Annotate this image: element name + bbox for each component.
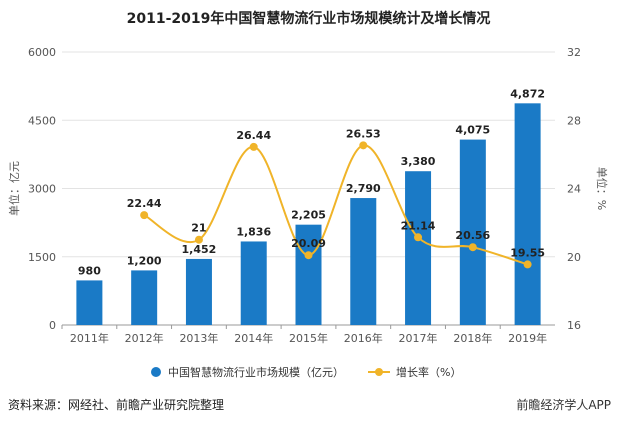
bar-data-label: 1,452 bbox=[182, 243, 217, 256]
x-tick-label: 2011年 bbox=[70, 331, 109, 345]
bar bbox=[405, 171, 432, 325]
y2-tick-label: 16 bbox=[567, 319, 581, 332]
bar-data-label: 2,205 bbox=[291, 209, 326, 222]
line-point bbox=[249, 142, 258, 151]
y-tick-label: 6000 bbox=[28, 46, 56, 59]
y-tick-label: 0 bbox=[49, 319, 56, 332]
y-axis-label: 单位：亿元 bbox=[7, 161, 21, 216]
bar-data-label: 2,790 bbox=[346, 182, 381, 195]
y2-tick-label: 32 bbox=[567, 46, 581, 59]
legend-label: 增长率（%） bbox=[396, 366, 462, 379]
line-point bbox=[304, 251, 313, 260]
bar-data-label: 980 bbox=[78, 264, 101, 277]
bar bbox=[131, 270, 158, 325]
legend-marker-bar bbox=[151, 367, 161, 377]
x-tick-label: 2018年 bbox=[453, 331, 492, 345]
x-tick-label: 2017年 bbox=[399, 331, 438, 345]
y-tick-label: 4500 bbox=[28, 114, 56, 127]
line-point bbox=[468, 243, 477, 252]
bar bbox=[185, 258, 212, 325]
bar bbox=[459, 139, 486, 325]
line-data-label: 19.55 bbox=[510, 246, 545, 259]
y2-axis-label: 单位：% bbox=[595, 167, 609, 210]
x-tick-label: 2012年 bbox=[125, 331, 164, 345]
bar bbox=[76, 280, 103, 325]
bar-data-label: 3,380 bbox=[401, 155, 436, 168]
bar bbox=[350, 198, 377, 325]
bar bbox=[514, 103, 541, 325]
legend-label: 中国智慧物流行业市场规模（亿元） bbox=[168, 366, 344, 379]
line-point bbox=[414, 233, 423, 242]
growth-line bbox=[143, 144, 528, 266]
legend-item-market-size[interactable]: 中国智慧物流行业市场规模（亿元） bbox=[150, 364, 344, 380]
x-tick-label: 2013年 bbox=[179, 331, 218, 345]
bar-data-label: 1,836 bbox=[236, 225, 271, 238]
line-data-label: 20.56 bbox=[455, 229, 490, 242]
legend-item-growth-rate[interactable]: 增长率（%） bbox=[368, 364, 461, 380]
y2-tick-label: 28 bbox=[567, 114, 581, 127]
brand-watermark: 前瞻经济学人APP bbox=[516, 398, 611, 412]
legend-marker-line bbox=[375, 368, 383, 376]
bar bbox=[240, 241, 267, 325]
source-note: 资料来源：网经社、前瞻产业研究院整理 bbox=[8, 398, 225, 412]
line-data-label: 20.09 bbox=[291, 237, 326, 250]
x-tick-label: 2019年 bbox=[508, 331, 547, 345]
y2-tick-label: 24 bbox=[567, 183, 581, 196]
bar-data-label: 1,200 bbox=[127, 254, 162, 267]
bar bbox=[295, 224, 322, 325]
x-tick-label: 2016年 bbox=[344, 331, 383, 345]
line-data-label: 22.44 bbox=[127, 197, 162, 210]
y2-tick-label: 20 bbox=[567, 251, 581, 264]
bar-data-label: 4,075 bbox=[455, 124, 490, 137]
line-data-label: 21 bbox=[191, 222, 206, 235]
y-tick-label: 1500 bbox=[28, 251, 56, 264]
line-point bbox=[140, 211, 149, 220]
bar-data-label: 4,872 bbox=[510, 87, 545, 100]
chart-title: 2011-2019年中国智慧物流行业市场规模统计及增长情况 bbox=[126, 11, 491, 27]
x-tick-label: 2015年 bbox=[289, 331, 328, 345]
x-tick-label: 2014年 bbox=[234, 331, 273, 345]
line-data-label: 21.14 bbox=[401, 219, 436, 232]
line-data-label: 26.53 bbox=[346, 127, 381, 140]
line-point bbox=[359, 141, 368, 150]
line-point bbox=[523, 260, 532, 269]
line-point bbox=[194, 235, 203, 244]
line-data-label: 26.44 bbox=[236, 129, 271, 142]
y-tick-label: 3000 bbox=[28, 183, 56, 196]
